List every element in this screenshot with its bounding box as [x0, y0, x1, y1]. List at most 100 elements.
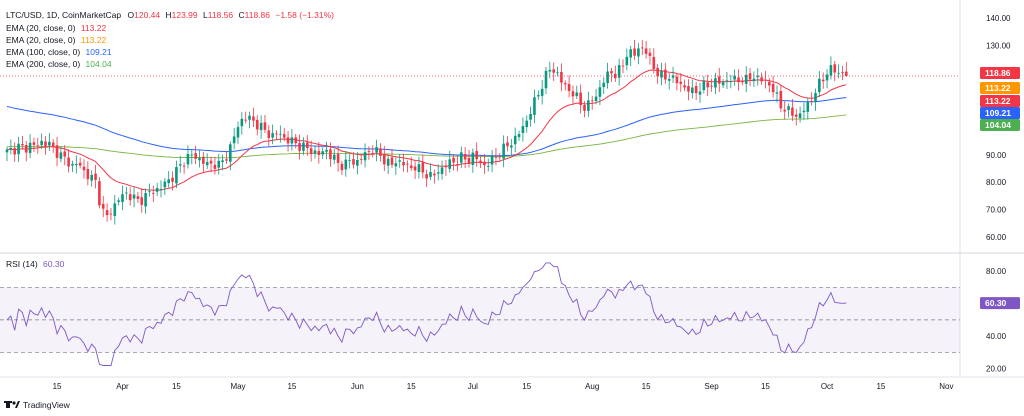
candle[interactable]	[9, 139, 13, 155]
candle[interactable]	[717, 67, 721, 92]
candle[interactable]	[444, 159, 448, 176]
candle[interactable]	[571, 85, 575, 105]
indicator-rsi[interactable]: RSI (14) 60.30	[6, 259, 65, 269]
candle[interactable]	[771, 75, 775, 98]
candle[interactable]	[533, 89, 536, 124]
candle[interactable]	[633, 39, 636, 60]
candle[interactable]	[768, 77, 771, 93]
candle[interactable]	[394, 156, 398, 175]
candle[interactable]	[406, 160, 409, 173]
candle[interactable]	[752, 71, 756, 87]
candle[interactable]	[325, 141, 328, 160]
candle[interactable]	[594, 88, 598, 105]
candle[interactable]	[98, 177, 101, 209]
time-axis[interactable]: 15 Apr 15 May 15 Jun 15 Jul 15 Aug 15 Sep 15 Oct 15 Nov	[53, 382, 954, 391]
candle[interactable]	[117, 197, 120, 206]
candle[interactable]	[71, 160, 74, 173]
candle[interactable]	[332, 148, 336, 165]
candle[interactable]	[194, 145, 197, 165]
candle[interactable]	[32, 137, 36, 153]
candle[interactable]	[132, 186, 136, 208]
candle[interactable]	[352, 152, 355, 169]
candle[interactable]	[144, 188, 147, 214]
candle[interactable]	[802, 102, 806, 120]
candle[interactable]	[398, 154, 401, 168]
candle[interactable]	[386, 155, 390, 175]
candle[interactable]	[63, 145, 67, 166]
candle[interactable]	[255, 115, 259, 136]
candle[interactable]	[502, 135, 505, 168]
candle[interactable]	[94, 164, 97, 189]
candle[interactable]	[86, 161, 90, 186]
candle[interactable]	[617, 58, 621, 86]
candle[interactable]	[725, 72, 729, 90]
candle[interactable]	[82, 159, 86, 179]
candle[interactable]	[783, 101, 786, 120]
candle[interactable]	[259, 115, 263, 139]
candle[interactable]	[548, 61, 552, 79]
candle[interactable]	[155, 182, 159, 197]
candle[interactable]	[217, 153, 221, 175]
rsi-pane[interactable]	[0, 262, 960, 366]
candle[interactable]	[313, 145, 317, 159]
candle[interactable]	[475, 142, 478, 167]
candle[interactable]	[537, 90, 540, 100]
candle[interactable]	[409, 156, 413, 171]
candle[interactable]	[579, 84, 582, 114]
candle[interactable]	[136, 192, 140, 203]
candle[interactable]	[563, 80, 567, 91]
candle[interactable]	[756, 68, 760, 86]
candle[interactable]	[51, 139, 55, 153]
candle[interactable]	[775, 85, 779, 103]
candle[interactable]	[282, 127, 286, 142]
candle[interactable]	[402, 153, 405, 172]
candle[interactable]	[810, 92, 813, 106]
candle[interactable]	[109, 207, 113, 221]
candle[interactable]	[340, 160, 344, 176]
candle[interactable]	[429, 163, 432, 181]
candle[interactable]	[232, 127, 236, 150]
candle[interactable]	[159, 180, 163, 198]
candle[interactable]	[105, 203, 109, 222]
candle[interactable]	[36, 137, 40, 154]
candle[interactable]	[271, 124, 274, 145]
candle[interactable]	[737, 69, 740, 91]
candle[interactable]	[714, 72, 717, 95]
candle[interactable]	[448, 150, 452, 173]
candle[interactable]	[829, 56, 833, 80]
candle[interactable]	[202, 152, 205, 172]
candle[interactable]	[5, 146, 9, 162]
candle[interactable]	[841, 65, 844, 81]
candle[interactable]	[294, 133, 298, 149]
candle[interactable]	[644, 40, 648, 59]
candle[interactable]	[567, 75, 571, 98]
candle[interactable]	[733, 69, 736, 86]
indicator-ema20-b[interactable]: EMA (20, close, 0) 113.22	[6, 35, 106, 45]
candle[interactable]	[671, 66, 675, 83]
candle[interactable]	[225, 150, 228, 164]
candle[interactable]	[706, 74, 709, 96]
candle[interactable]	[610, 67, 613, 83]
candle[interactable]	[379, 143, 382, 162]
candle[interactable]	[252, 107, 255, 127]
candle[interactable]	[583, 100, 586, 118]
candle[interactable]	[698, 82, 702, 103]
candle[interactable]	[44, 136, 47, 155]
candle[interactable]	[764, 71, 767, 89]
candle[interactable]	[375, 139, 378, 162]
candle[interactable]	[113, 194, 117, 225]
candle[interactable]	[652, 48, 656, 74]
candle[interactable]	[664, 62, 667, 84]
candle[interactable]	[710, 78, 713, 92]
candle[interactable]	[552, 62, 555, 82]
candle[interactable]	[55, 136, 59, 167]
candle[interactable]	[128, 187, 132, 206]
candle[interactable]	[171, 171, 174, 191]
candle[interactable]	[460, 146, 463, 168]
candle[interactable]	[525, 115, 529, 133]
candle[interactable]	[178, 155, 182, 173]
candle[interactable]	[198, 150, 201, 168]
candle[interactable]	[490, 150, 494, 173]
candle[interactable]	[818, 71, 821, 97]
candle[interactable]	[209, 156, 213, 173]
